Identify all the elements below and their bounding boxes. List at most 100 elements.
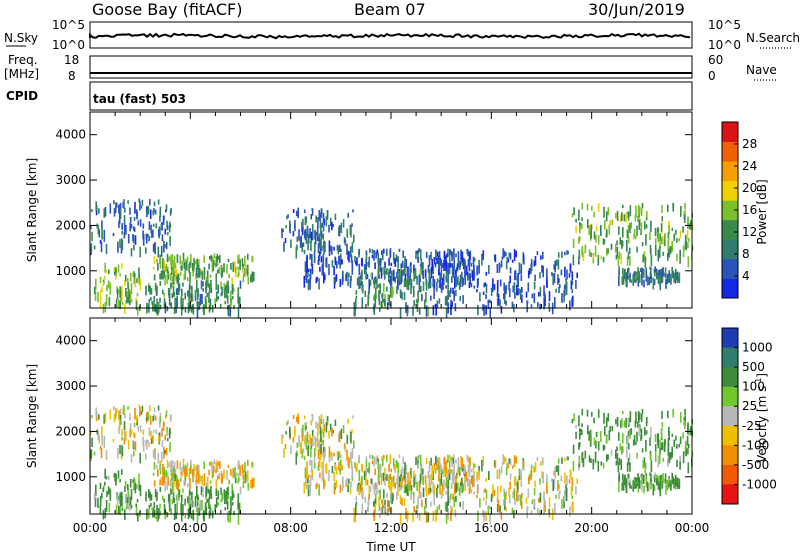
echo-cell [231,285,234,295]
echo-cell [115,408,117,417]
echo-cell [687,443,690,449]
echo-cell [537,302,539,308]
echo-cell [604,220,606,230]
echo-cell [687,216,689,228]
echo-cell [557,252,560,258]
echo-cell [130,454,133,463]
echo-cell [558,287,560,294]
echo-cell [499,485,502,493]
echo-cell [347,484,349,493]
echo-cell [377,254,379,264]
echo-cell [578,235,581,242]
echo-cell [290,445,292,454]
echo-cell [314,229,316,240]
echo-cell [374,297,377,307]
echo-cell [171,499,174,505]
echo-cell [367,261,369,267]
power-colorbar-segment [722,258,738,279]
echo-cell [322,225,325,232]
echo-cell [519,495,522,506]
echo-cell [180,472,183,477]
echo-cell [518,475,521,480]
echo-cell [368,256,370,268]
echo-cell [320,256,323,263]
echo-cell [514,498,516,505]
echo-cell [641,203,644,209]
echo-cell [339,278,342,287]
echo-cell [176,268,178,276]
echo-cell [459,502,461,507]
echo-cell [214,504,216,512]
echo-cell [643,251,646,261]
echo-cell [489,505,491,510]
echo-cell [566,269,568,280]
echo-cell [635,484,637,489]
echo-cell [353,306,356,317]
echo-cell [637,421,639,428]
echo-cell [563,490,566,502]
echo-cell [424,269,427,278]
echo-cell [217,296,219,300]
echo-cell [237,500,239,509]
velocity-colorbar-tick: 100 [742,380,765,394]
echo-cell [234,260,236,273]
echo-cell [553,273,556,284]
echo-cell [634,420,637,428]
echo-cell [422,270,425,280]
echo-cell [183,274,186,281]
echo-cell [539,478,541,485]
echo-cell [429,281,432,287]
echo-cell [436,463,438,470]
echo-cell [654,450,657,462]
echo-cell [404,256,406,265]
echo-cell [311,209,314,216]
echo-cell [553,264,556,270]
echo-cell [229,512,232,523]
echo-cell [94,497,97,507]
echo-cell [189,468,191,474]
echo-cell [521,500,523,509]
echo-cell [530,304,533,308]
echo-cell [351,260,354,268]
echo-cell [415,456,417,466]
echo-cell [306,265,308,274]
echo-cell [340,428,343,439]
echo-cell [398,476,401,488]
echo-cell [388,295,391,306]
echo-cell [489,307,491,319]
echo-cell [425,292,427,303]
echo-cell [379,489,381,500]
power-echoes [90,198,694,319]
echo-cell [146,417,148,421]
echo-cell [496,292,499,297]
echo-cell [476,288,478,293]
echo-cell [166,306,169,312]
echo-cell [100,447,103,459]
echo-cell [244,255,246,267]
echo-cell [303,249,306,254]
echo-cell [203,267,206,275]
echo-cell [307,478,309,484]
echo-cell [600,225,602,236]
echo-cell [164,228,167,235]
echo-cell [208,292,210,303]
echo-cell [226,470,228,480]
echo-cell [520,469,523,481]
echo-cell [516,275,519,285]
echo-cell [317,217,319,227]
echo-cell [638,477,640,481]
echo-cell [138,267,140,279]
echo-cell [192,271,194,277]
echo-cell [406,473,409,483]
echo-cell [149,285,151,295]
echo-cell [305,438,308,450]
echo-cell [176,274,179,284]
power-colorbar-tick: 24 [742,159,757,173]
echo-cell [540,461,542,466]
echo-cell [126,497,129,503]
echo-cell [350,226,352,238]
echo-cell [315,215,317,223]
echo-cell [382,299,385,303]
echo-cell [96,429,99,435]
echo-cell [602,256,605,263]
